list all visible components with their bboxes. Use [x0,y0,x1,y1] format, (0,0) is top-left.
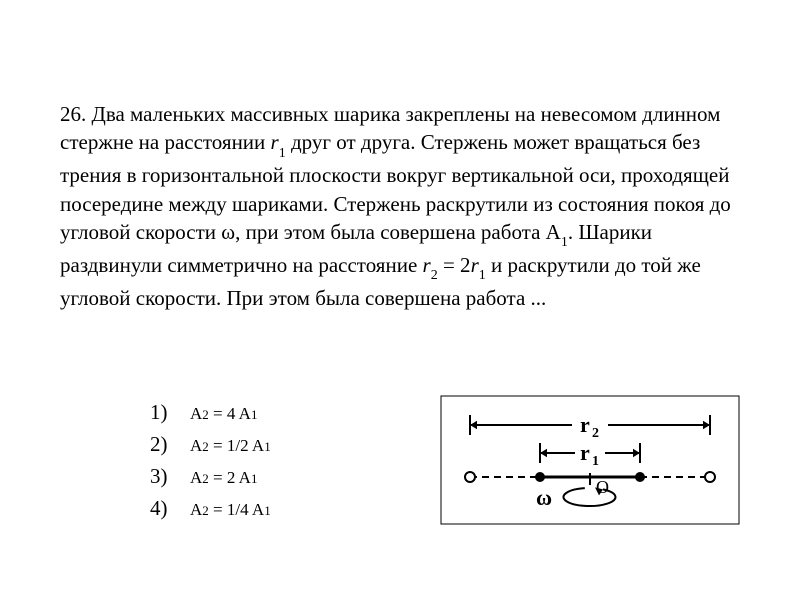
diagram: r2r1Оω [440,395,740,530]
svg-text:О: О [596,477,609,497]
svg-text:ω: ω [536,485,552,510]
option-2-body: A2 = 1/2 A1 [190,436,271,456]
option-1: 1) A2 = 4 A1 [150,400,271,432]
option-2-num: 2) [150,432,190,457]
option-4-body: A2 = 1/4 A1 [190,500,271,520]
var-r2: r [423,253,431,277]
option-3-num: 3) [150,464,190,489]
option-2: 2) A2 = 1/2 A1 [150,432,271,464]
text-eq: = 2 [438,253,471,277]
svg-text:1: 1 [592,454,599,469]
var-r1b-sub: 1 [479,268,486,283]
option-1-body: A2 = 4 A1 [190,404,257,424]
var-r2-sub: 2 [431,268,438,283]
option-3: 3) A2 = 2 A1 [150,464,271,496]
var-r1-sub: 1 [279,146,286,161]
problem-text: 26. Два маленьких массивных шарика закре… [60,100,740,313]
option-1-num: 1) [150,400,190,425]
options-list: 1) A2 = 4 A1 2) A2 = 1/2 A1 3) A2 = 2 A1… [150,400,271,528]
option-4-num: 4) [150,496,190,521]
var-r1b: r [471,253,479,277]
var-a1-sub: 1 [561,235,568,250]
option-3-body: A2 = 2 A1 [190,468,257,488]
var-r1: r [271,130,279,154]
svg-text:2: 2 [592,426,599,441]
svg-text:r: r [580,440,590,465]
problem-number: 26. [60,102,86,126]
option-4: 4) A2 = 1/4 A1 [150,496,271,528]
svg-text:r: r [580,412,590,437]
